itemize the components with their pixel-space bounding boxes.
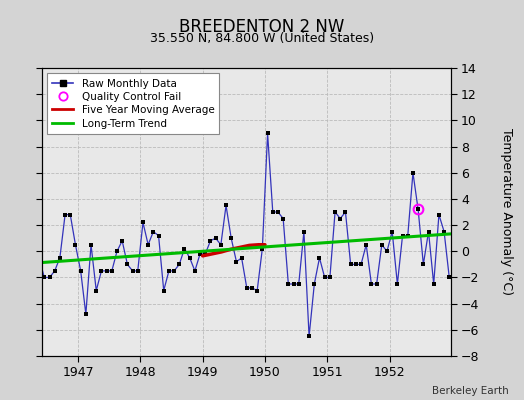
Text: 35.550 N, 84.800 W (United States): 35.550 N, 84.800 W (United States) bbox=[150, 32, 374, 45]
Text: BREEDENTON 2 NW: BREEDENTON 2 NW bbox=[179, 18, 345, 36]
Legend: Raw Monthly Data, Quality Control Fail, Five Year Moving Average, Long-Term Tren: Raw Monthly Data, Quality Control Fail, … bbox=[47, 73, 220, 134]
Y-axis label: Temperature Anomaly (°C): Temperature Anomaly (°C) bbox=[500, 128, 514, 296]
Text: Berkeley Earth: Berkeley Earth bbox=[432, 386, 508, 396]
